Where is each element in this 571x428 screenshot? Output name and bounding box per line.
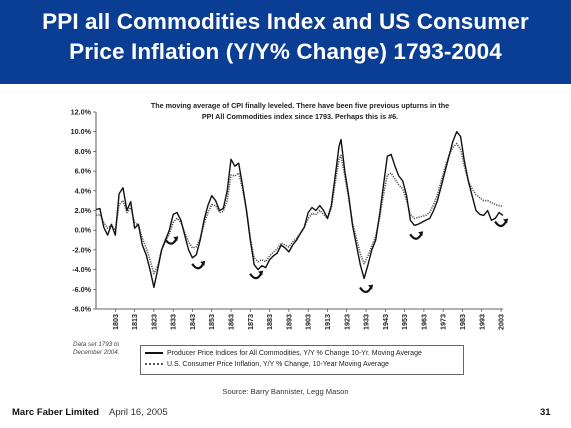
x-axis: 1803 1813 1823 1833 1843 1853 1863 1873 1883 1893… xyxy=(96,308,506,330)
x-tick-label: 2003 xyxy=(497,314,506,330)
x-tick-label: 1963 xyxy=(419,314,428,330)
x-tick-label: 1983 xyxy=(458,314,467,330)
legend-swatch-cpi xyxy=(145,363,163,366)
y-axis: 12.0% 10.0% 8.0% 6.0% 4.0% 2.0% 0.0% -2.0% -4.0%… xyxy=(71,108,97,314)
series-line-ppi xyxy=(95,130,504,288)
page-number: 31 xyxy=(540,407,551,418)
x-tick-label: 1893 xyxy=(284,314,293,330)
slide-title-line2: Price Inflation (Y/Y% Change) 1793-2004 xyxy=(69,39,502,64)
chart-annotation-line2: PPI All Commodities index since 1793. Pe… xyxy=(202,112,398,121)
x-tick-label: 1913 xyxy=(323,314,332,330)
inflation-line-chart: The moving average of CPI finally levele… xyxy=(71,101,509,330)
y-tick-label: -4.0% xyxy=(72,265,91,274)
x-tick-label: 1833 xyxy=(169,314,178,330)
y-tick-label: 10.0% xyxy=(71,127,92,136)
source-caption: Source: Barry Bannister, Legg Mason xyxy=(222,387,349,396)
footer-date: April 16, 2005 xyxy=(109,407,168,418)
curved-arrow-icon xyxy=(164,236,179,245)
slide-title-line1: PPI all Commodities Index and US Consume… xyxy=(42,9,529,34)
y-tick-label: 6.0% xyxy=(75,167,92,176)
x-tick-label: 1873 xyxy=(246,314,255,330)
x-tick-label: 1923 xyxy=(342,314,351,330)
x-tick-label: 1823 xyxy=(149,314,158,330)
chart-legend: Producer Price Indices for All Commoditi… xyxy=(140,345,464,375)
x-tick-label: 1993 xyxy=(477,314,486,330)
x-tick-label: 1843 xyxy=(188,314,197,330)
series-line-cpi xyxy=(95,142,504,275)
curved-arrow-icon xyxy=(409,231,424,240)
curved-arrow-icon xyxy=(359,284,374,294)
chart-annotation-line1: The moving average of CPI finally levele… xyxy=(151,101,449,110)
x-tick-label: 1803 xyxy=(111,314,120,330)
x-tick-label: 1863 xyxy=(227,314,236,330)
y-tick-label: -6.0% xyxy=(72,285,91,294)
x-tick-label: 1943 xyxy=(381,314,390,330)
x-tick-label: 1933 xyxy=(362,314,371,330)
y-tick-label: -8.0% xyxy=(72,305,91,314)
data-note: Data set 1793 to December 2004. xyxy=(73,341,133,357)
curved-arrow-icon xyxy=(191,260,206,270)
legend-swatch-ppi xyxy=(145,352,163,355)
x-tick-label: 1953 xyxy=(400,314,409,330)
y-tick-label: -2.0% xyxy=(72,245,91,254)
x-tick-label: 1853 xyxy=(207,314,216,330)
curved-arrow-icon xyxy=(249,270,264,280)
footer-author: Marc Faber Limited xyxy=(12,407,100,418)
y-tick-label: 8.0% xyxy=(75,147,92,156)
x-tick-label: 1813 xyxy=(130,314,139,330)
y-tick-label: 2.0% xyxy=(75,206,92,215)
legend-entry-ppi: Producer Price Indices for All Commoditi… xyxy=(145,350,422,357)
chart-series-group xyxy=(95,130,504,288)
y-tick-label: 4.0% xyxy=(75,186,92,195)
x-tick-label: 1883 xyxy=(265,314,274,330)
upturn-markers xyxy=(164,218,509,294)
x-tick-label: 1973 xyxy=(439,314,448,330)
curved-arrow-icon xyxy=(494,218,509,228)
y-tick-label: 0.0% xyxy=(75,226,92,235)
data-note-line1: Data set 1793 to xyxy=(73,341,120,348)
legend-label-cpi: U.S. Consumer Price Inflation, Y/Y % Cha… xyxy=(167,361,389,368)
slide-header: PPI all Commodities Index and US Consume… xyxy=(0,0,571,84)
data-note-line2: December 2004. xyxy=(73,349,120,356)
legend-entry-cpi: U.S. Consumer Price Inflation, Y/Y % Cha… xyxy=(145,361,389,368)
y-tick-label: 12.0% xyxy=(71,108,92,117)
legend-label-ppi: Producer Price Indices for All Commoditi… xyxy=(167,350,422,357)
x-tick-label: 1903 xyxy=(304,314,313,330)
